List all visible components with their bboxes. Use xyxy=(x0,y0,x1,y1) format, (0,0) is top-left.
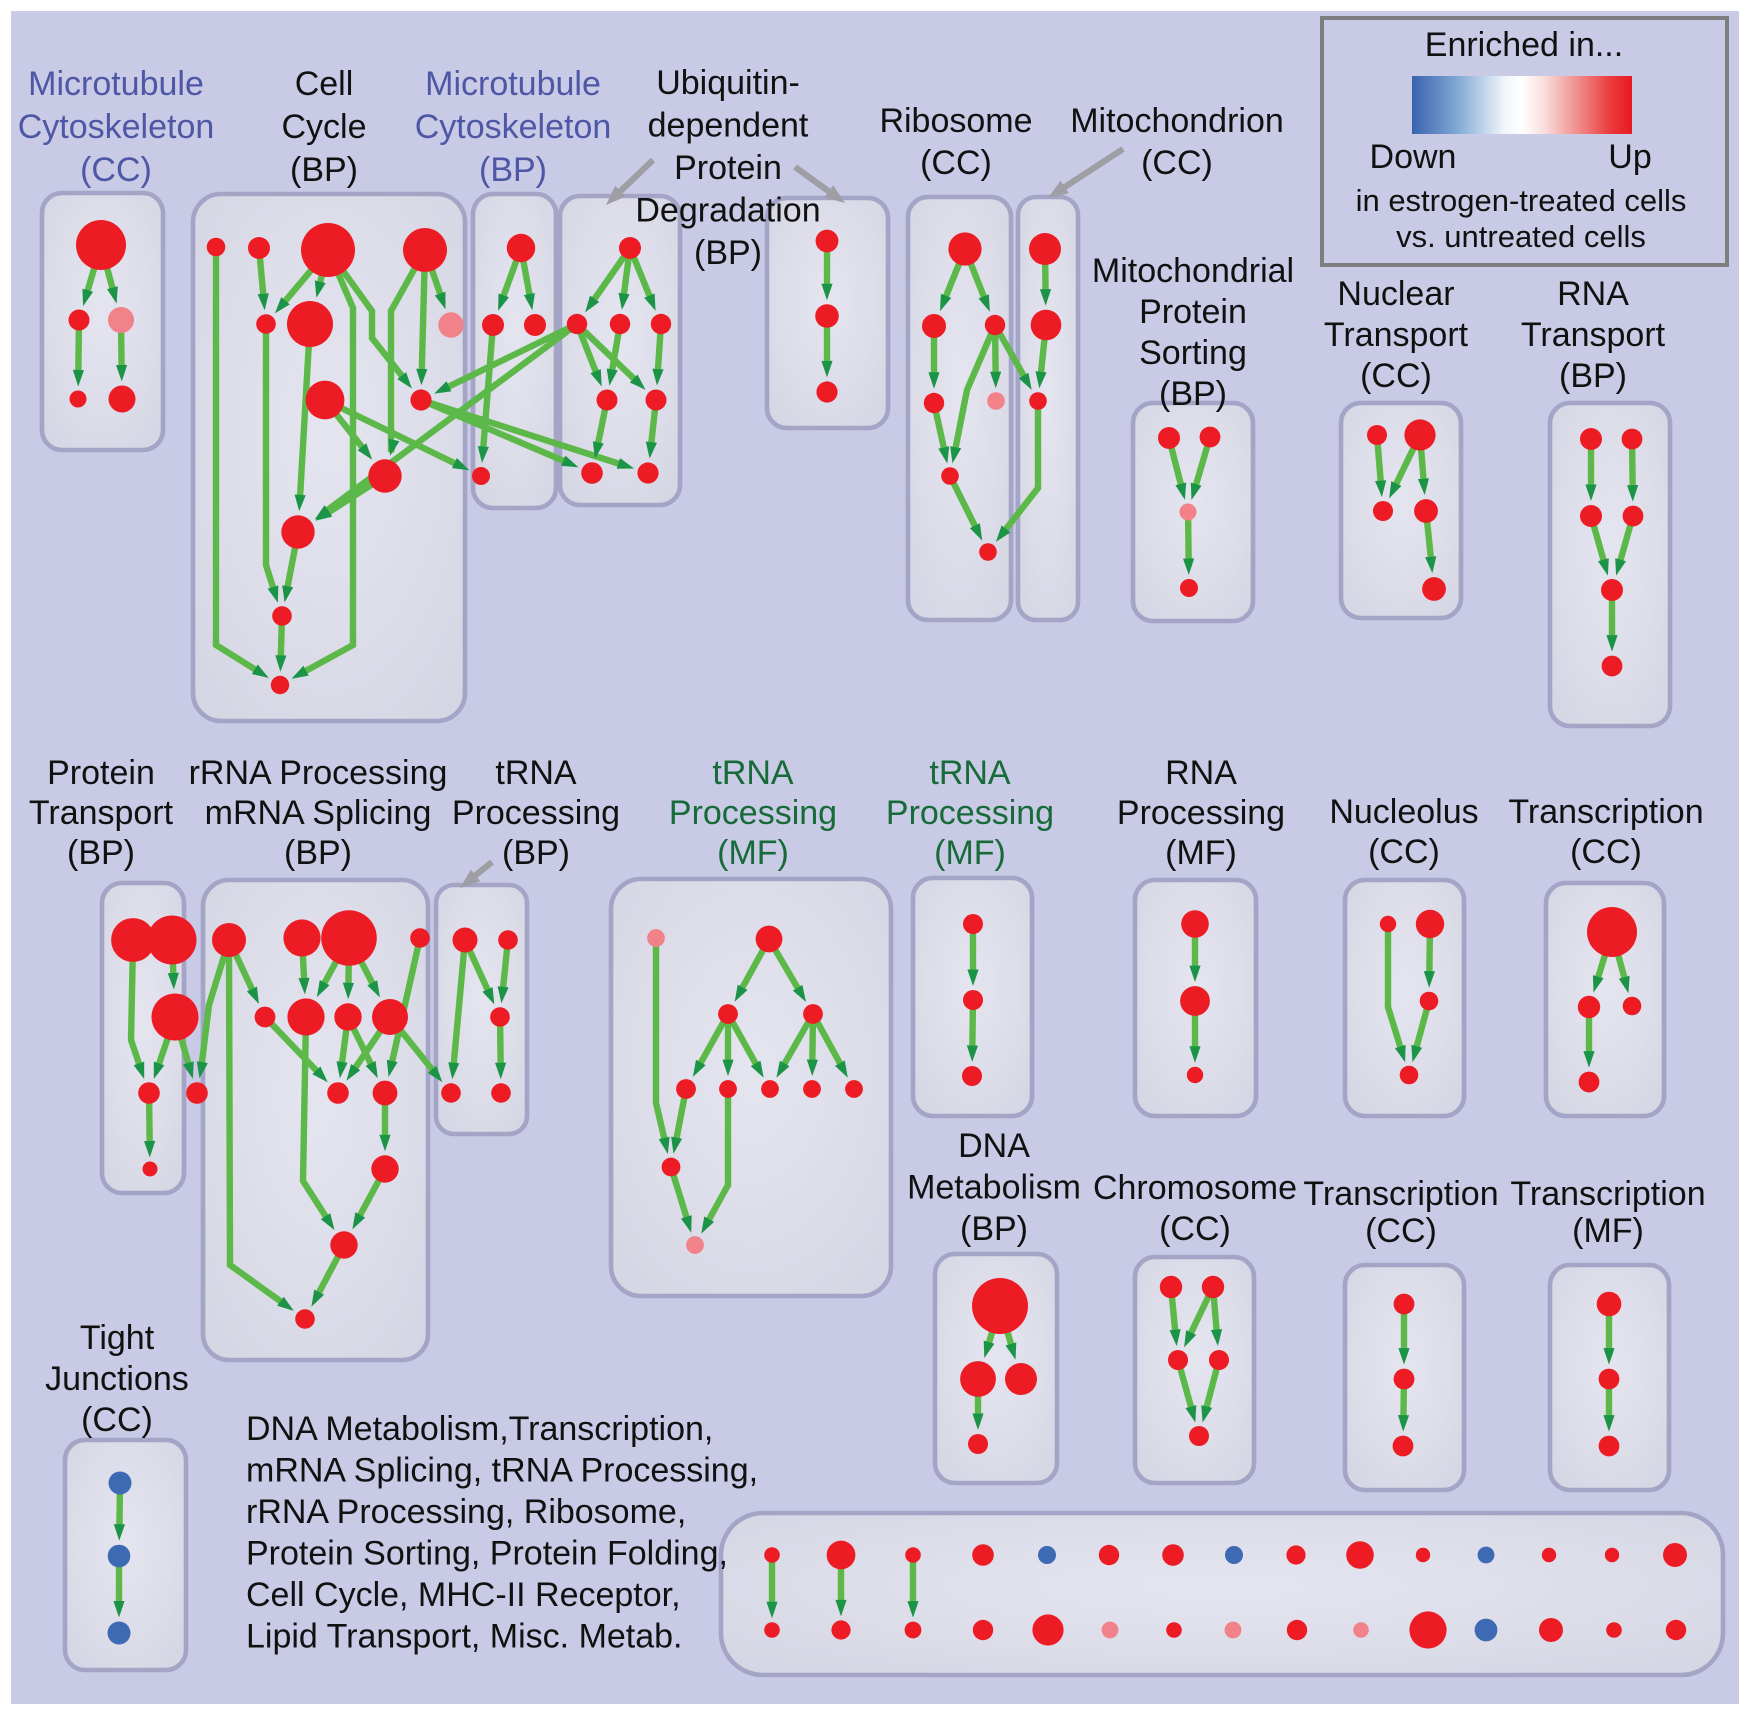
svg-text:(CC): (CC) xyxy=(1159,1210,1231,1248)
svg-text:DNA Metabolism,Transcription,: DNA Metabolism,Transcription, xyxy=(246,1410,713,1448)
svg-text:Metabolism: Metabolism xyxy=(907,1168,1081,1206)
svg-text:in estrogen-treated cells: in estrogen-treated cells xyxy=(1356,183,1687,218)
svg-text:tRNA: tRNA xyxy=(712,754,794,792)
svg-text:(CC): (CC) xyxy=(920,144,992,182)
svg-text:Cytoskeleton: Cytoskeleton xyxy=(415,108,612,146)
svg-text:(BP): (BP) xyxy=(960,1210,1028,1248)
svg-text:Processing: Processing xyxy=(1117,794,1285,832)
svg-text:Protein: Protein xyxy=(47,754,155,792)
svg-text:RNA: RNA xyxy=(1557,275,1629,313)
svg-text:(BP): (BP) xyxy=(479,151,547,189)
svg-text:Cell: Cell xyxy=(295,65,354,103)
svg-text:vs. untreated cells: vs. untreated cells xyxy=(1396,219,1646,254)
svg-text:Transport: Transport xyxy=(1324,316,1469,354)
svg-text:rRNA Processing: rRNA Processing xyxy=(189,754,448,792)
svg-text:(MF): (MF) xyxy=(1165,834,1237,872)
svg-text:DNA: DNA xyxy=(958,1127,1030,1165)
svg-text:Degradation: Degradation xyxy=(635,191,820,229)
svg-text:dependent: dependent xyxy=(648,106,809,144)
svg-text:(BP): (BP) xyxy=(1159,375,1227,413)
svg-text:Microtubule: Microtubule xyxy=(28,65,204,103)
svg-text:Transcription: Transcription xyxy=(1303,1175,1498,1213)
svg-text:(BP): (BP) xyxy=(290,151,358,189)
svg-text:(MF): (MF) xyxy=(1572,1212,1644,1250)
svg-text:Lipid Transport, Misc. Metab.: Lipid Transport, Misc. Metab. xyxy=(246,1617,683,1655)
svg-text:Transcription: Transcription xyxy=(1508,793,1703,831)
svg-text:(BP): (BP) xyxy=(284,834,352,872)
svg-text:(CC): (CC) xyxy=(80,151,152,189)
svg-text:mRNA Splicing, tRNA Processing: mRNA Splicing, tRNA Processing, xyxy=(246,1451,758,1489)
svg-text:Mitochondrion: Mitochondrion xyxy=(1070,102,1284,140)
svg-text:rRNA Processing, Ribosome,: rRNA Processing, Ribosome, xyxy=(246,1493,686,1531)
svg-text:tRNA: tRNA xyxy=(929,754,1011,792)
svg-text:(CC): (CC) xyxy=(81,1401,153,1439)
svg-text:Processing: Processing xyxy=(452,794,620,832)
svg-text:(MF): (MF) xyxy=(717,834,789,872)
svg-text:tRNA: tRNA xyxy=(495,754,577,792)
svg-text:(MF): (MF) xyxy=(934,834,1006,872)
svg-text:Mitochondrial: Mitochondrial xyxy=(1092,252,1294,290)
svg-text:(CC): (CC) xyxy=(1360,357,1432,395)
svg-text:(CC): (CC) xyxy=(1141,144,1213,182)
svg-text:(BP): (BP) xyxy=(1559,357,1627,395)
svg-text:Nuclear: Nuclear xyxy=(1337,275,1454,313)
svg-text:Processing: Processing xyxy=(669,794,837,832)
svg-text:(BP): (BP) xyxy=(67,834,135,872)
svg-text:Chromosome: Chromosome xyxy=(1093,1169,1297,1207)
svg-text:RNA: RNA xyxy=(1165,754,1237,792)
svg-text:Transport: Transport xyxy=(1521,316,1666,354)
svg-text:Transcription: Transcription xyxy=(1510,1175,1705,1213)
svg-text:Junctions: Junctions xyxy=(45,1360,189,1398)
svg-text:Up: Up xyxy=(1608,138,1651,176)
svg-text:Nucleolus: Nucleolus xyxy=(1329,793,1478,831)
svg-text:Cell Cycle, MHC-II Receptor,: Cell Cycle, MHC-II Receptor, xyxy=(246,1576,681,1614)
svg-text:(BP): (BP) xyxy=(502,834,570,872)
svg-text:Tight: Tight xyxy=(80,1319,155,1357)
svg-text:Protein: Protein xyxy=(1139,293,1247,331)
svg-text:Transport: Transport xyxy=(29,794,174,832)
svg-text:Microtubule: Microtubule xyxy=(425,65,601,103)
svg-text:Cycle: Cycle xyxy=(281,108,366,146)
svg-text:Down: Down xyxy=(1370,138,1457,176)
svg-text:(CC): (CC) xyxy=(1368,833,1440,871)
svg-text:Cytoskeleton: Cytoskeleton xyxy=(18,108,215,146)
svg-text:Protein Sorting, Protein Foldi: Protein Sorting, Protein Folding, xyxy=(246,1534,728,1572)
svg-text:Sorting: Sorting xyxy=(1139,334,1247,372)
svg-text:Processing: Processing xyxy=(886,794,1054,832)
svg-text:(CC): (CC) xyxy=(1365,1212,1437,1250)
svg-text:Protein: Protein xyxy=(674,149,782,187)
svg-text:Enriched in...: Enriched in... xyxy=(1425,26,1623,64)
svg-text:Ribosome: Ribosome xyxy=(879,102,1032,140)
svg-text:mRNA Splicing: mRNA Splicing xyxy=(205,794,432,832)
svg-text:(CC): (CC) xyxy=(1570,833,1642,871)
svg-text:(BP): (BP) xyxy=(694,234,762,272)
svg-text:Ubiquitin-: Ubiquitin- xyxy=(656,64,800,102)
